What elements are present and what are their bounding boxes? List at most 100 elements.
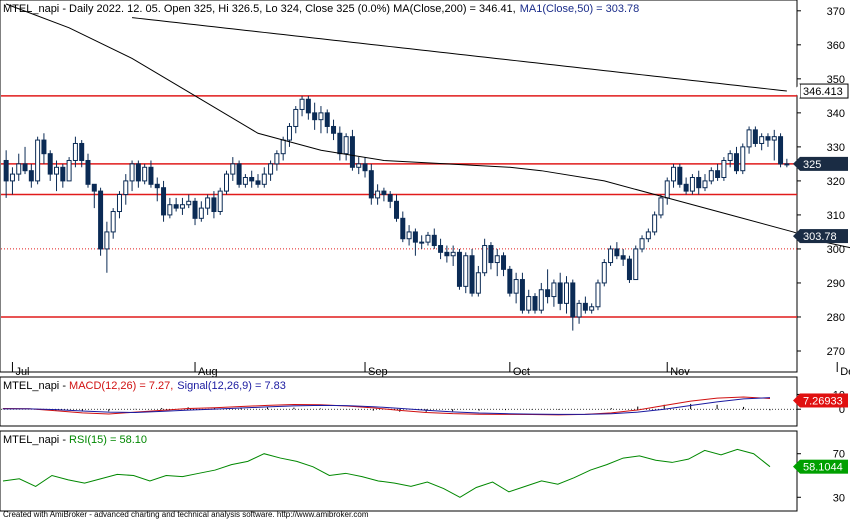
price-tick-label: 350 bbox=[827, 74, 845, 86]
price-tick-label: 320 bbox=[827, 176, 845, 188]
price-title: MTEL_napi - Daily 2022. 12. 05. Open 325… bbox=[3, 3, 639, 15]
macd-text: MACD(12,26) = 7.27, bbox=[69, 380, 173, 392]
candle bbox=[192, 197, 198, 226]
candle bbox=[28, 163, 34, 188]
candle bbox=[463, 252, 469, 294]
candle bbox=[563, 276, 569, 314]
candle-body bbox=[22, 163, 28, 172]
rsi-value-label-text: 58.1044 bbox=[803, 462, 843, 474]
candle bbox=[299, 95, 305, 117]
candle-body bbox=[230, 163, 236, 175]
macd-value-label-bg bbox=[800, 393, 848, 408]
candle bbox=[412, 228, 418, 256]
candle bbox=[702, 174, 708, 192]
candle bbox=[431, 228, 437, 249]
candle-body bbox=[526, 296, 532, 311]
candle-body bbox=[324, 112, 330, 127]
candle-body bbox=[778, 136, 784, 165]
candle-body bbox=[161, 187, 167, 216]
candle-body bbox=[312, 112, 318, 121]
candle-body bbox=[35, 139, 41, 182]
candle-body bbox=[519, 279, 525, 311]
price-symbol: MTEL_napi bbox=[3, 3, 59, 15]
candle-body bbox=[406, 231, 412, 240]
candle bbox=[116, 191, 122, 219]
candle bbox=[179, 197, 185, 215]
candle bbox=[331, 119, 337, 141]
candle-body bbox=[444, 251, 450, 257]
close-value-label-pointer bbox=[793, 156, 800, 171]
ma200-line bbox=[132, 17, 787, 92]
candle-body bbox=[28, 170, 34, 182]
candle bbox=[551, 279, 557, 307]
macd-title: MTEL_napi - MACD(12,26) = 7.27, Signal(12… bbox=[3, 380, 286, 392]
candle-body bbox=[532, 296, 538, 311]
candle bbox=[242, 174, 248, 188]
candle-body bbox=[268, 163, 274, 175]
candle-body bbox=[173, 204, 179, 209]
candle-body bbox=[280, 139, 286, 155]
x-tick-label: Nov bbox=[670, 366, 690, 378]
candle-body bbox=[475, 272, 481, 294]
candle-body bbox=[633, 248, 639, 281]
candle-body bbox=[595, 282, 601, 308]
macd-layer bbox=[1, 396, 797, 416]
macd-symbol: MTEL_napi bbox=[3, 380, 59, 392]
candle-body bbox=[186, 200, 192, 206]
candle-body bbox=[16, 163, 22, 175]
candle-body bbox=[356, 163, 362, 168]
candle-body bbox=[683, 183, 689, 192]
candle bbox=[343, 133, 349, 161]
ma50-value-label-bg bbox=[800, 229, 848, 244]
candle-body bbox=[652, 214, 658, 233]
candle bbox=[362, 157, 368, 178]
rsi-tick-label: 70 bbox=[833, 449, 845, 461]
candle bbox=[173, 197, 179, 212]
candle-body bbox=[557, 282, 563, 304]
candle-body bbox=[41, 139, 47, 155]
candle-body bbox=[331, 125, 337, 134]
candle-body bbox=[570, 282, 576, 318]
candle bbox=[645, 228, 651, 243]
rsi-symbol: MTEL_napi bbox=[3, 434, 59, 446]
candle bbox=[545, 269, 551, 304]
candle-body bbox=[47, 153, 53, 175]
candle bbox=[456, 248, 462, 290]
candle-body bbox=[620, 255, 626, 260]
candle bbox=[715, 163, 721, 181]
candle-body bbox=[545, 289, 551, 298]
candle bbox=[519, 272, 525, 314]
rsi-value-label-bg bbox=[800, 459, 848, 474]
candle bbox=[211, 191, 217, 219]
candle bbox=[135, 160, 141, 188]
candle bbox=[268, 160, 274, 181]
price-tick-label: 360 bbox=[827, 40, 845, 52]
rsi-line bbox=[2, 448, 771, 498]
level-value-label: 346.413 bbox=[793, 83, 849, 99]
axis-layer: 270280290300310320330340350360370346.413… bbox=[11, 6, 850, 504]
candle bbox=[658, 194, 664, 219]
candle-body bbox=[167, 204, 173, 216]
candle bbox=[72, 136, 78, 168]
candle bbox=[721, 157, 727, 181]
candle bbox=[79, 140, 85, 168]
candle-body bbox=[450, 251, 456, 257]
candle bbox=[620, 248, 626, 266]
candle-body bbox=[154, 183, 160, 189]
candle bbox=[236, 160, 242, 188]
candle bbox=[35, 136, 41, 185]
candle-body bbox=[582, 302, 588, 311]
candle bbox=[110, 208, 116, 239]
candle bbox=[161, 180, 167, 222]
candle-body bbox=[431, 234, 437, 247]
close-value-label-text: 325 bbox=[803, 159, 821, 171]
candle bbox=[406, 225, 412, 246]
candle-body bbox=[91, 183, 97, 192]
rsi-pane-frame bbox=[0, 430, 798, 512]
candle bbox=[91, 183, 97, 209]
candle bbox=[614, 242, 620, 260]
candle bbox=[16, 153, 22, 181]
candle bbox=[589, 303, 595, 314]
